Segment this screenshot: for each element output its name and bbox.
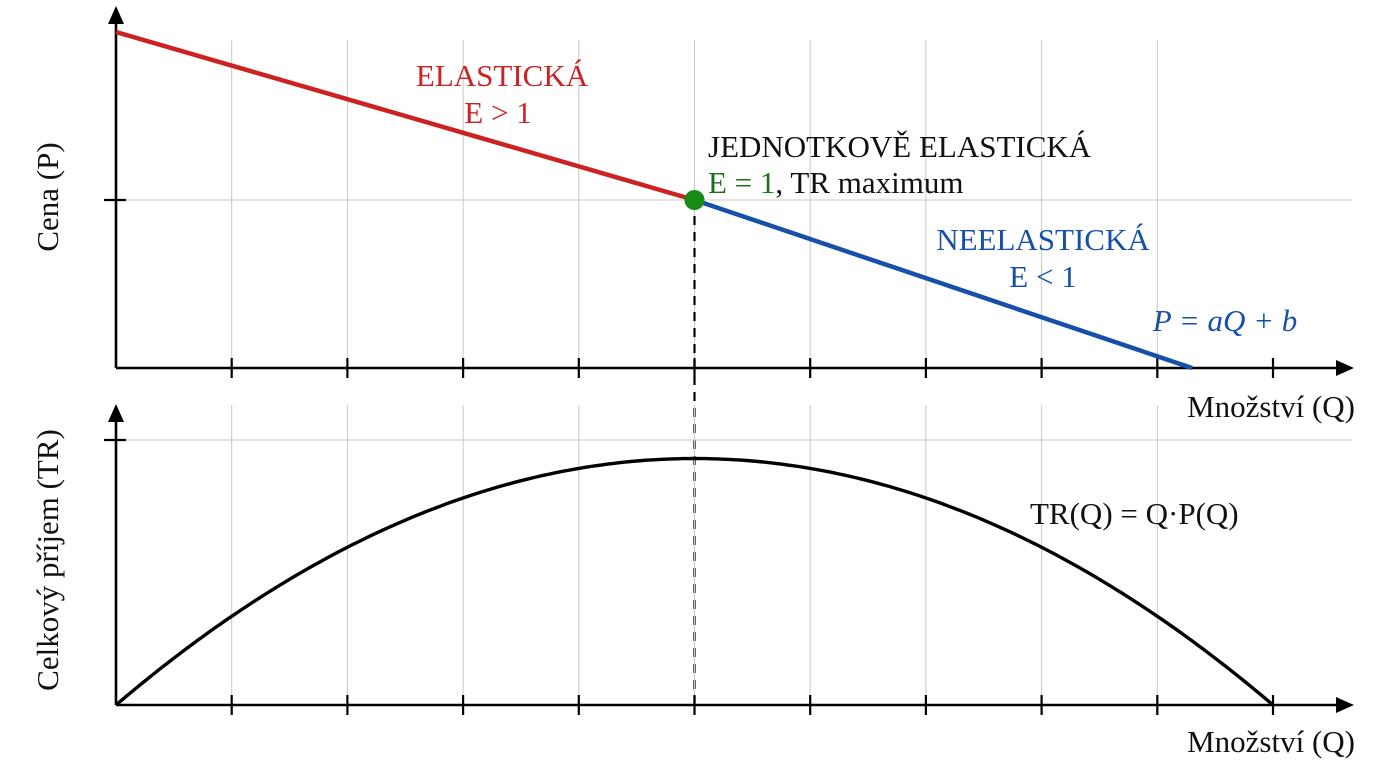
bottom-x-axis-arrow	[1336, 697, 1354, 713]
top-x-axis-label: Množství (Q)	[1187, 389, 1355, 424]
unit-elastic-cond: E = 1	[708, 165, 775, 200]
bottom-grid	[116, 405, 1352, 705]
top-y-axis-arrow	[108, 6, 124, 24]
elastic-demand-line	[115, 29, 696, 203]
top-y-axis-label: Cena (P)	[30, 142, 65, 251]
unit-elastic-point	[684, 189, 705, 210]
inelastic-demand-line	[693, 197, 1193, 371]
inelastic-title: NEELASTICKÁ	[936, 222, 1150, 257]
demand-equation: P = aQ + b	[1152, 303, 1298, 338]
bottom-y-axis-arrow	[108, 404, 124, 422]
bottom-x-axis-label: Množství (Q)	[1187, 724, 1355, 759]
elastic-title: ELASTICKÁ	[416, 58, 589, 93]
inelastic-condition: E < 1	[1009, 259, 1076, 294]
top-x-axis-arrow	[1336, 360, 1354, 376]
unit-elastic-title: JEDNOTKOVĚ ELASTICKÁ	[708, 129, 1092, 164]
tr-equation: TR(Q) = Q·P(Q)	[1030, 496, 1239, 531]
elastic-condition: E > 1	[464, 95, 531, 130]
total-revenue-curve	[114, 456, 1275, 707]
unit-elastic-condition: E = 1, TR maximum	[708, 165, 963, 200]
bottom-y-axis-label: Celkový příjem (TR)	[30, 429, 65, 691]
unit-elastic-suffix: , TR maximum	[775, 165, 963, 200]
